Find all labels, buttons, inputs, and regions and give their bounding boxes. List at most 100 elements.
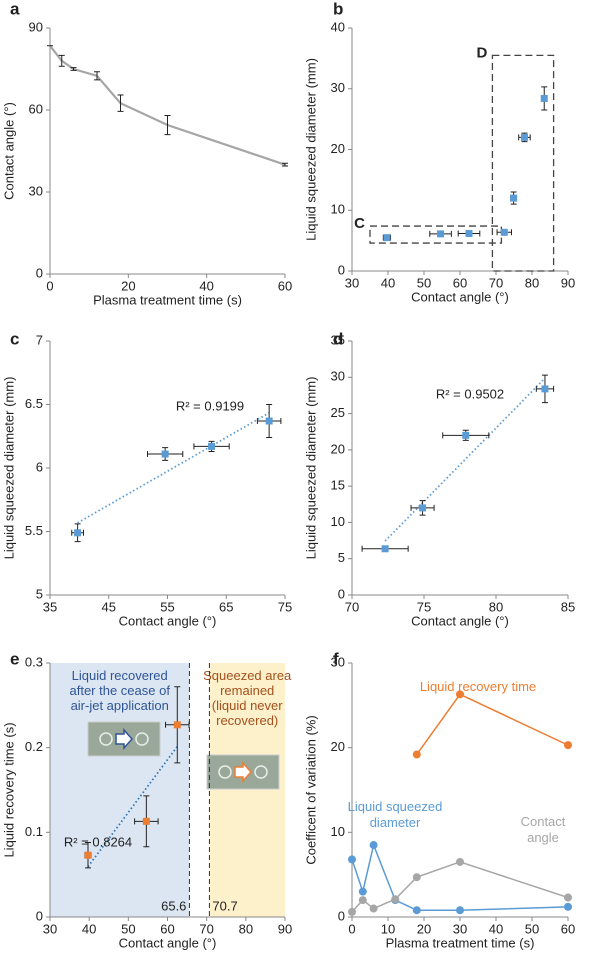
x-tick-label: 90 (278, 921, 292, 936)
x-tick-label: 35 (43, 599, 57, 614)
x-tick-label: 90 (561, 275, 575, 290)
x-tick-label: 85 (561, 599, 575, 614)
point (265, 417, 273, 425)
series-line (49, 45, 286, 166)
x-axis-label: Contact angle (°) (411, 289, 509, 304)
y-tick-label: 0 (36, 265, 43, 280)
series-label: Liquid squeezed diameter (348, 799, 443, 830)
photo-arrow (115, 728, 134, 750)
x-tick-label: 0 (46, 278, 53, 293)
x-tick-label: 40 (381, 275, 395, 290)
y-tick-label: 30 (331, 369, 345, 384)
y-tick-label: 0.2 (25, 739, 43, 754)
point (456, 690, 464, 699)
point (541, 385, 549, 393)
panel-letter: c (10, 329, 19, 348)
photo-spot (254, 765, 268, 779)
panel: 0 5 10 15 20 25 30 35 70 75 80 85 Contact angle (°) L… (303, 329, 575, 628)
x-tick-label: 50 (525, 921, 539, 936)
panel-letter: d (333, 329, 343, 348)
point (456, 906, 464, 915)
point (391, 895, 400, 904)
region (50, 663, 190, 917)
y-tick-label: 5.5 (25, 523, 43, 538)
y-tick-label: 20 (331, 739, 345, 754)
point (437, 230, 445, 238)
y-axis-label: Coefficent of variation (%) (303, 715, 318, 864)
x-tick-label: 45 (102, 599, 116, 614)
series-label: Liquid recovery time (420, 679, 536, 694)
y-tick-label: 0 (338, 908, 345, 923)
x-tick-label: 55 (160, 599, 174, 614)
x-tick-label: 20 (417, 921, 431, 936)
x-tick-label: 60 (561, 921, 575, 936)
y-axis-label: Contact angle (°) (1, 102, 16, 200)
y-tick-label: 5 (36, 586, 43, 601)
point (348, 907, 356, 916)
point (500, 228, 508, 236)
threshold-label: 70.7 (212, 898, 237, 913)
x-tick-label: 30 (453, 921, 467, 936)
y-tick-label: 30 (331, 80, 345, 95)
point (456, 857, 464, 866)
r2-label: R² = 0.8264 (64, 834, 132, 849)
y-tick-label: 7 (36, 332, 43, 347)
x-tick-label: 65 (219, 599, 233, 614)
y-tick-label: 10 (331, 824, 345, 839)
point (358, 887, 367, 896)
panel: Liquid recovered after the cease of air-je… (1, 649, 292, 950)
y-tick-label: 6 (36, 459, 43, 474)
point (173, 721, 181, 729)
y-tick-label: 5 (338, 550, 345, 565)
point (520, 133, 528, 141)
annotation-label: D (477, 44, 488, 61)
x-tick-label: 70 (345, 599, 359, 614)
point (510, 194, 518, 202)
y-tick-label: 35 (331, 332, 345, 347)
y-tick-label: 20 (331, 441, 345, 456)
point (564, 902, 572, 911)
panel: 0 10 20 30 0 10 20 30 40 50 60 Plasma treatment tim… (303, 649, 575, 950)
photo-spot (218, 765, 232, 779)
x-tick-label: 30 (43, 921, 57, 936)
x-tick-label: 80 (525, 275, 539, 290)
point (369, 904, 378, 913)
panel: 0 30 60 90 0 20 40 60 Plasma treatment time (s) C… (1, 0, 292, 307)
y-error-bar (58, 54, 65, 67)
x-tick-label: 75 (417, 599, 431, 614)
point (381, 545, 389, 553)
x-tick-label: 20 (121, 278, 135, 293)
point (462, 431, 470, 439)
x-tick-label: 40 (199, 278, 213, 293)
x-tick-label: 50 (417, 275, 431, 290)
y-tick-label: 10 (331, 514, 345, 529)
y-axis-label: Liquid squeezed diameter (mm) (303, 377, 318, 560)
panel-letter: b (333, 0, 343, 18)
x-tick-label: 70 (489, 275, 503, 290)
point (564, 893, 572, 902)
x-axis-label: Contact angle (°) (119, 935, 217, 950)
point (412, 750, 421, 759)
x-tick-label: 60 (453, 275, 467, 290)
y-tick-label: 90 (29, 19, 43, 34)
y-axis-label: Liquid squeezed diameter (mm) (1, 377, 16, 560)
y-tick-label: 60 (29, 101, 43, 116)
point (208, 442, 216, 450)
photo-arrow (234, 761, 253, 783)
panel-letter: f (333, 649, 339, 668)
point (358, 896, 367, 905)
x-tick-label: 10 (381, 921, 395, 936)
x-tick-label: 60 (160, 921, 174, 936)
region-label: Squeezed area remained (liquid never recove… (203, 668, 292, 728)
y-error-bar (282, 162, 288, 167)
series-label: Contact angle (521, 814, 566, 845)
point (383, 234, 391, 242)
point (564, 741, 572, 750)
y-tick-label: 40 (331, 19, 345, 34)
y-tick-label: 0 (338, 262, 345, 277)
y-tick-label: 0 (36, 908, 43, 923)
point (412, 906, 421, 915)
trendline (87, 745, 179, 868)
x-tick-label: 40 (82, 921, 96, 936)
